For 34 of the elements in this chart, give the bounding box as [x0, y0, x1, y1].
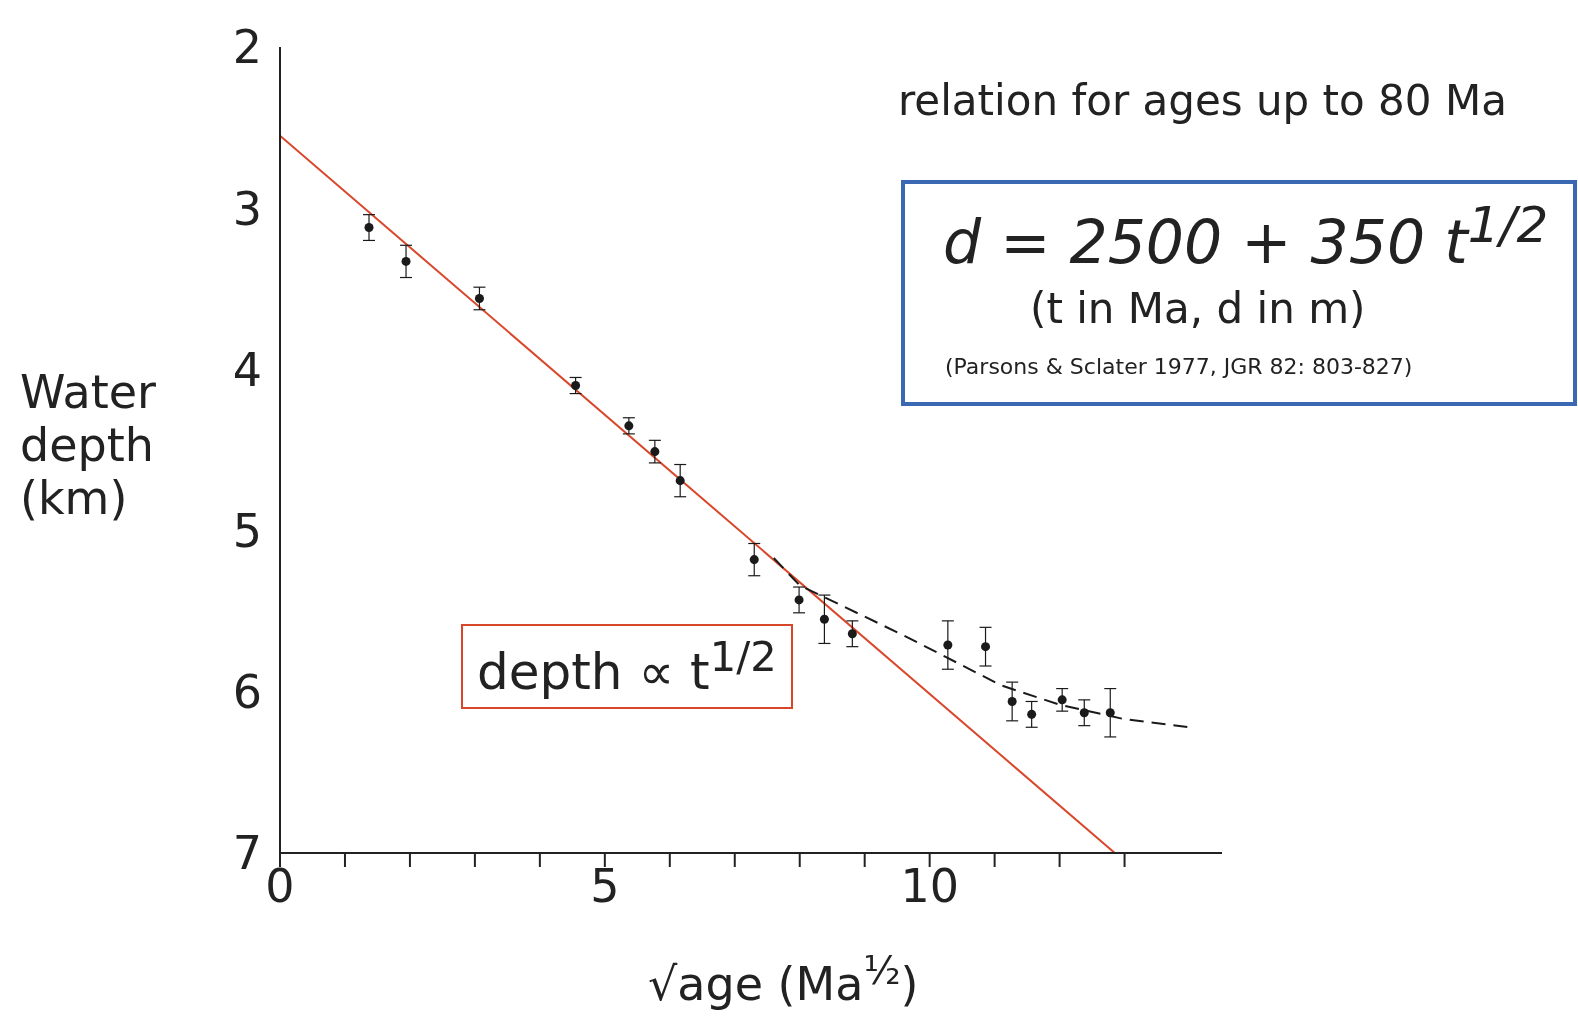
x-tick-label: 5	[590, 858, 620, 913]
point	[401, 256, 411, 266]
point	[1007, 696, 1017, 706]
annotation: d = 2500 + 350 t$^{1/2}$	[943, 196, 1549, 277]
point	[364, 223, 374, 233]
point	[749, 555, 759, 565]
annotation: (Parsons & Sclater 1977, JGR 82: 803-827)	[945, 354, 1413, 379]
y-tick-label: 6	[232, 665, 262, 720]
annotation: depth ∝ t$^{1/2}$	[477, 632, 777, 701]
point	[1105, 708, 1115, 718]
y-tick-label: 3	[232, 181, 262, 236]
point	[981, 642, 991, 652]
x-axis-title: √age (Ma$^{½}$)	[648, 948, 919, 1012]
annotation: relation for ages up to 80 Ma	[898, 76, 1507, 125]
y-tick-label: 7	[232, 826, 262, 881]
point	[571, 381, 581, 391]
point	[819, 614, 829, 624]
point	[943, 640, 953, 650]
point	[1027, 709, 1037, 719]
x-tick-label: 10	[900, 858, 959, 913]
y-tick-label: 2	[232, 20, 262, 75]
point	[624, 421, 634, 431]
point	[1057, 695, 1067, 705]
y-tick-label: 4	[232, 342, 262, 397]
point	[675, 476, 685, 486]
point	[794, 595, 804, 605]
y-tick-label: 5	[232, 503, 262, 558]
x-tick-label: 0	[265, 858, 295, 913]
y-axis-title: Water depth (km)	[20, 365, 157, 525]
point	[1079, 708, 1089, 718]
point	[474, 293, 484, 303]
point	[847, 629, 857, 639]
point	[650, 447, 660, 457]
annotation: (t in Ma, d in m)	[1030, 284, 1366, 333]
